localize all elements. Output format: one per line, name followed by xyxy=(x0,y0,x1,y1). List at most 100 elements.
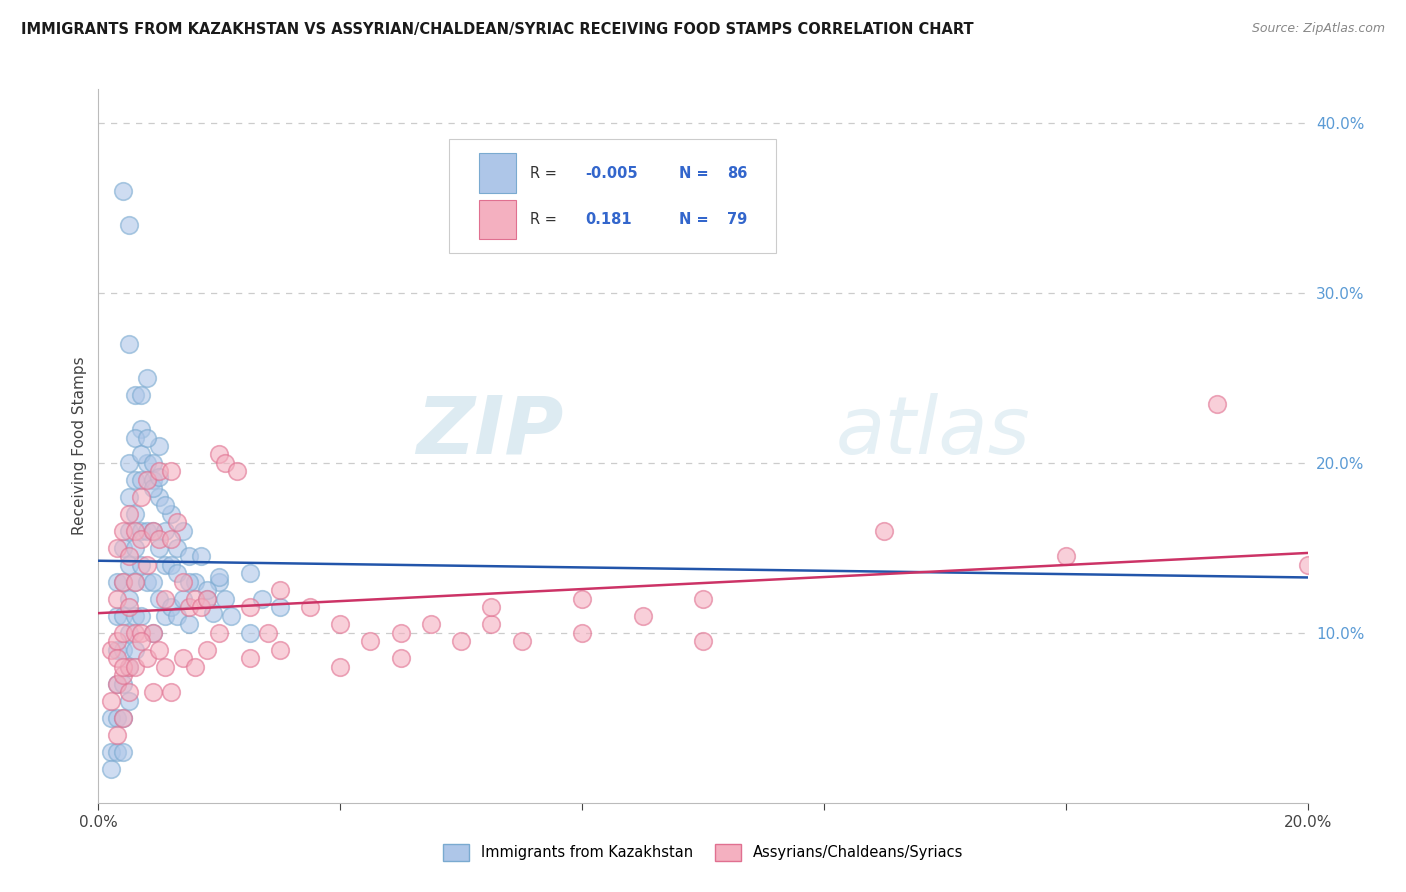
Point xyxy=(166,608,188,623)
Point xyxy=(118,660,141,674)
Point xyxy=(105,677,128,691)
Point xyxy=(129,490,152,504)
Point xyxy=(129,634,152,648)
Text: 86: 86 xyxy=(727,166,748,180)
Point xyxy=(142,524,165,538)
Point xyxy=(129,388,152,402)
Point xyxy=(1296,558,1319,572)
Point xyxy=(142,473,165,487)
Point xyxy=(256,626,278,640)
Text: N =: N = xyxy=(679,166,714,180)
Point xyxy=(195,591,218,606)
Point xyxy=(148,541,170,555)
Point xyxy=(118,694,141,708)
Point xyxy=(208,626,231,640)
Point xyxy=(142,456,165,470)
Point xyxy=(105,591,128,606)
Point xyxy=(118,660,141,674)
Point xyxy=(118,591,141,606)
Point xyxy=(118,685,141,699)
Point xyxy=(299,600,322,615)
Point xyxy=(135,371,157,385)
Point xyxy=(160,533,183,547)
Point xyxy=(124,541,146,555)
Point xyxy=(111,524,134,538)
Text: IMMIGRANTS FROM KAZAKHSTAN VS ASSYRIAN/CHALDEAN/SYRIAC RECEIVING FOOD STAMPS COR: IMMIGRANTS FROM KAZAKHSTAN VS ASSYRIAN/C… xyxy=(21,22,974,37)
Point xyxy=(100,745,122,759)
Point xyxy=(221,608,243,623)
FancyBboxPatch shape xyxy=(479,200,516,239)
Point xyxy=(360,634,382,648)
Point xyxy=(129,608,152,623)
Point xyxy=(160,558,183,572)
Point xyxy=(118,218,141,232)
Point xyxy=(226,465,249,479)
Point xyxy=(124,430,146,444)
Point xyxy=(142,685,165,699)
Point xyxy=(269,600,291,615)
Point xyxy=(129,448,152,462)
Point xyxy=(239,600,262,615)
Point xyxy=(172,524,194,538)
Point xyxy=(148,490,170,504)
Point xyxy=(208,570,231,584)
Point xyxy=(124,660,146,674)
Point xyxy=(118,456,141,470)
Point xyxy=(129,422,152,436)
Point xyxy=(166,566,188,581)
Point xyxy=(129,558,152,572)
Text: R =: R = xyxy=(530,212,561,227)
Point xyxy=(166,541,188,555)
Point xyxy=(214,456,236,470)
Point xyxy=(124,507,146,521)
Point xyxy=(184,574,207,589)
Point xyxy=(135,558,157,572)
Point xyxy=(148,591,170,606)
Point xyxy=(124,388,146,402)
Point xyxy=(389,651,412,665)
Point xyxy=(420,617,443,632)
Legend: Immigrants from Kazakhstan, Assyrians/Chaldeans/Syriacs: Immigrants from Kazakhstan, Assyrians/Ch… xyxy=(437,838,969,867)
Text: 0.181: 0.181 xyxy=(586,212,633,227)
Point xyxy=(571,591,593,606)
Point xyxy=(214,591,236,606)
Point xyxy=(153,558,176,572)
Point xyxy=(179,617,201,632)
Point xyxy=(1054,549,1077,564)
Text: ZIP: ZIP xyxy=(416,392,564,471)
Point xyxy=(105,541,128,555)
Point xyxy=(111,745,134,759)
Point xyxy=(172,651,194,665)
Point xyxy=(195,591,218,606)
Point xyxy=(239,626,262,640)
Point xyxy=(239,651,262,665)
Point xyxy=(142,574,165,589)
FancyBboxPatch shape xyxy=(479,153,516,193)
Point xyxy=(118,337,141,351)
Point xyxy=(111,643,134,657)
Point xyxy=(571,626,593,640)
Point xyxy=(160,465,183,479)
Point xyxy=(135,524,157,538)
Point xyxy=(692,634,714,648)
Point xyxy=(166,516,188,530)
Point xyxy=(195,583,218,598)
Point xyxy=(153,499,176,513)
Point xyxy=(118,524,141,538)
Point xyxy=(135,651,157,665)
Point xyxy=(153,524,176,538)
Point xyxy=(481,600,503,615)
Point xyxy=(135,473,157,487)
Point xyxy=(111,574,134,589)
Point xyxy=(172,591,194,606)
Point xyxy=(105,634,128,648)
Point xyxy=(160,507,183,521)
Point xyxy=(172,574,194,589)
Text: Source: ZipAtlas.com: Source: ZipAtlas.com xyxy=(1251,22,1385,36)
Y-axis label: Receiving Food Stamps: Receiving Food Stamps xyxy=(72,357,87,535)
Point xyxy=(111,711,134,725)
Point xyxy=(118,507,141,521)
Point xyxy=(184,660,207,674)
Point xyxy=(118,558,141,572)
Point xyxy=(129,473,152,487)
